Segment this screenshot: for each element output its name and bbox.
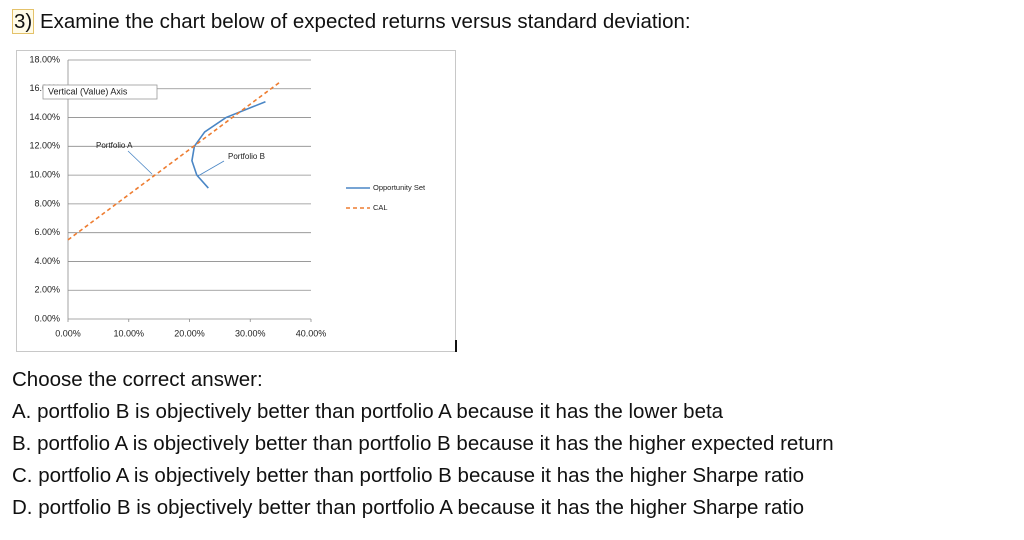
tooltip: Vertical (Value) Axis <box>48 86 128 96</box>
choice: B. portfolio A is objectively better tha… <box>12 432 834 455</box>
annotation-arrow <box>127 150 153 175</box>
choice: A. portfolio B is objectively better tha… <box>12 400 724 423</box>
annotation: Portfolio A <box>96 141 133 150</box>
x-tick-label: 0.00% <box>55 328 81 338</box>
question-text: Examine the chart below of expected retu… <box>39 10 691 33</box>
chart: 0.00% 2.00% 4.00% 6.00% 8.00% 10.00% 12.00% 14.… <box>16 50 456 352</box>
x-tick-label: 10.00% <box>113 328 144 338</box>
choice: D. portfolio B is objectively better tha… <box>12 496 804 519</box>
y-tick-label: 4.00% <box>34 256 60 266</box>
y-tick-label: 14.00% <box>29 112 60 122</box>
y-tick-label: 0.00% <box>34 313 60 323</box>
y-tick-label: 2.00% <box>34 285 60 295</box>
prompt: Choose the correct answer: <box>12 368 263 391</box>
cursor-mark <box>455 340 457 352</box>
annotation-arrow <box>197 160 225 177</box>
y-tick-label: 12.00% <box>29 141 60 151</box>
y-tick-label: 10.00% <box>29 169 60 179</box>
x-tick-label: 20.00% <box>174 328 205 338</box>
y-tick-label: 8.00% <box>34 198 60 208</box>
series-line <box>67 80 282 241</box>
tooltip-box <box>42 84 158 100</box>
chart-frame <box>16 50 456 352</box>
question-number: 3) <box>12 9 35 34</box>
choice: C. portfolio A is objectively better tha… <box>12 464 804 487</box>
y-tick-label: 18.00% <box>29 54 60 64</box>
legend-label: CAL <box>373 203 388 212</box>
annotation: Portfolio B <box>228 152 265 161</box>
x-tick-label: 30.00% <box>235 328 266 338</box>
y-tick-label: 6.00% <box>34 227 60 237</box>
x-tick-label: 40.00% <box>296 328 327 338</box>
legend-label: Opportunity Set <box>373 183 426 192</box>
question-line: 3) Examine the chart below of expected r… <box>12 9 691 34</box>
